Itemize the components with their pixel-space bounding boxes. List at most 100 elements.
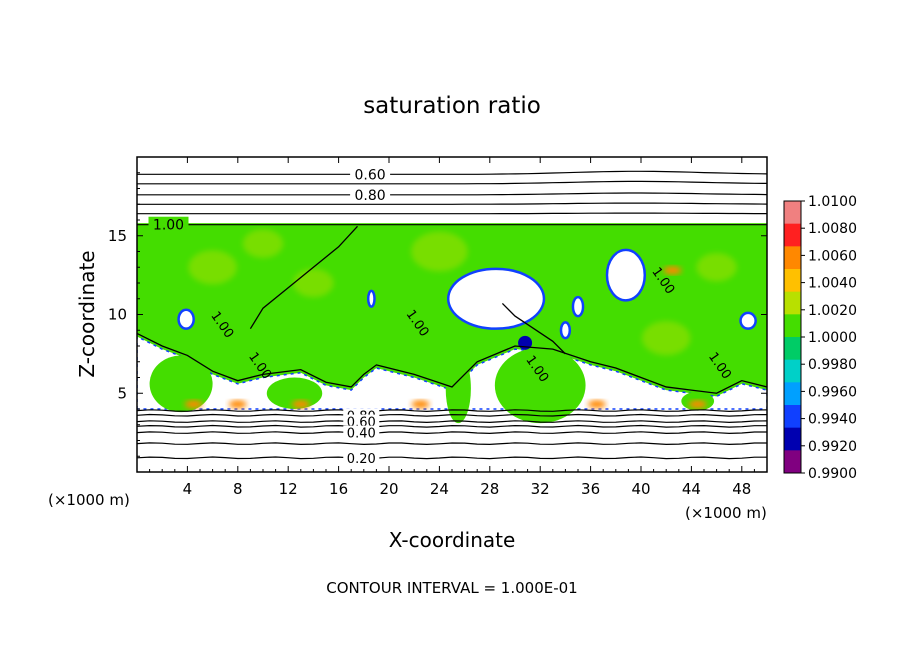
x-tick-label: 8 <box>233 480 243 498</box>
colorbar-swatch <box>784 269 801 293</box>
x-tick-label: 32 <box>531 480 550 498</box>
colorbar-label: 1.0060 <box>808 248 857 264</box>
dry-cell <box>605 248 647 302</box>
contour-lower <box>137 424 767 428</box>
contour-lower <box>137 456 767 460</box>
contour-label-bg <box>350 166 391 183</box>
colorbar-label: 0.9900 <box>808 466 857 482</box>
contour-lower <box>137 442 767 446</box>
x-tick-label: 48 <box>732 480 751 498</box>
contour-upper <box>137 212 767 215</box>
dry-cell <box>559 321 572 340</box>
contour-lower <box>137 413 767 417</box>
contour-upper <box>137 202 767 205</box>
x-tick-label: 12 <box>279 480 298 498</box>
colorbar-swatch <box>784 359 801 383</box>
contour-label: 1.00 <box>153 218 184 234</box>
supersaturation-spot <box>291 400 310 409</box>
chart-title: saturation ratio <box>363 93 541 119</box>
colorbar-label: 0.9940 <box>808 412 857 428</box>
x-axis-ticks: 4 8 12 16 20 24 28 32 36 40 44 48 <box>149 157 755 498</box>
x-tick-label: 16 <box>329 480 348 498</box>
colorbar-swatch <box>784 223 801 247</box>
colorbar-label: 0.9980 <box>808 357 857 373</box>
colorbar-swatch <box>784 246 801 270</box>
colorbar-label: 0.9920 <box>808 439 857 455</box>
colorbar: 1.0100 1.0080 1.0060 1.0040 1.0020 1.0000 0.99… <box>783 194 857 482</box>
colorbar-swatch <box>784 382 801 406</box>
dry-cell <box>571 295 585 318</box>
contour-lower <box>137 409 767 413</box>
colorbar-label: 1.0080 <box>808 221 857 237</box>
colorbar-label: 0.9960 <box>808 384 857 400</box>
near-saturation-patch <box>696 253 737 282</box>
supersaturation-spot <box>663 266 682 275</box>
y-tick-label: 15 <box>108 227 127 245</box>
colorbar-label: 1.0040 <box>808 276 857 292</box>
x-tick-label: 4 <box>183 480 193 498</box>
y-tick-label: 5 <box>117 384 127 402</box>
contour-label-bg <box>343 414 380 429</box>
cloud-tower <box>445 353 471 424</box>
cloud-tower <box>266 377 323 409</box>
contour-label: 0.80 <box>355 188 386 204</box>
contour-lower <box>137 420 767 424</box>
colorbar-label: 1.0020 <box>808 303 857 319</box>
supersaturation-spot <box>587 400 606 409</box>
contour-lower <box>137 431 767 435</box>
contour-label-bg <box>343 450 380 465</box>
near-saturation-patch <box>293 268 334 298</box>
dry-cell <box>366 289 376 308</box>
plot-area: 0.600.801.000.800.600.400.201.001.001.00… <box>137 157 767 472</box>
dry-cell <box>446 267 546 330</box>
contour-upper <box>137 192 767 196</box>
x-tick-label: 40 <box>631 480 650 498</box>
cloud-tower <box>494 347 586 424</box>
contour-label-bg <box>343 425 380 440</box>
near-saturation-patch <box>411 231 468 272</box>
near-saturation-patch <box>242 229 284 258</box>
cloud-boundary-contour <box>249 225 358 330</box>
contour-lines: 0.600.801.000.800.600.400.201.001.001.00… <box>137 166 767 467</box>
near-saturation-patch <box>188 250 237 285</box>
x-tick-label: 36 <box>581 480 600 498</box>
cloud-boundary-contour <box>501 303 566 355</box>
cloud-boundary-contour <box>137 332 767 394</box>
contour-label-bg <box>350 186 391 203</box>
contour-interval-note: CONTOUR INTERVAL = 1.000E-01 <box>326 579 577 597</box>
near-saturation-patch <box>642 321 691 356</box>
dry-cell <box>739 311 757 330</box>
contour-label: 0.60 <box>355 167 386 183</box>
colorbar-swatch <box>784 337 801 361</box>
colorbar-swatch <box>784 427 801 451</box>
x-tick-label: 44 <box>682 480 701 498</box>
y-axis-ticks: 5 10 15 <box>108 172 767 457</box>
supersaturation-spot <box>228 400 247 409</box>
colorbar-swatch <box>784 291 801 315</box>
x-tick-label: 20 <box>379 480 398 498</box>
x-axis-label: X-coordinate <box>389 528 516 552</box>
x-unit-label-right: (×1000 m) <box>685 504 767 522</box>
x-tick-label: 24 <box>430 480 449 498</box>
colorbar-label: 1.0100 <box>808 194 857 210</box>
x-tick-label: 28 <box>480 480 499 498</box>
supersaturation-spot <box>411 400 430 409</box>
contour-upper <box>137 170 767 175</box>
colorbar-swatch <box>784 405 801 429</box>
supersaturation-spot <box>688 400 707 409</box>
saturation-field <box>137 223 767 424</box>
x-unit-label-left: (×1000 m) <box>48 491 130 509</box>
contour-upper <box>137 180 767 185</box>
cloud-tower <box>149 355 213 413</box>
y-tick-label: 10 <box>108 306 127 324</box>
y-axis-label: Z-coordinate <box>75 250 99 377</box>
dry-cell <box>177 308 195 330</box>
colorbar-label: 1.0000 <box>808 330 857 346</box>
supersaturation-spot <box>184 400 203 409</box>
colorbar-swatch <box>784 201 801 225</box>
colorbar-swatch <box>784 450 801 474</box>
contour-label: 0.40 <box>347 427 376 442</box>
contour-label-bg <box>148 216 189 233</box>
contour-label: 0.20 <box>347 452 376 467</box>
